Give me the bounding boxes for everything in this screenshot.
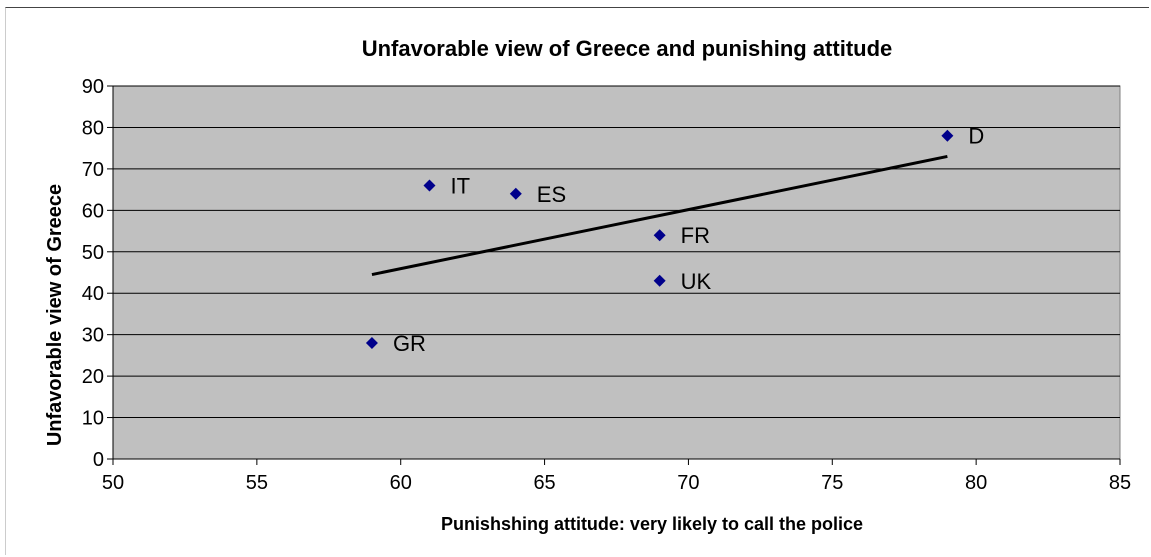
- y-tick-label: 10: [82, 408, 104, 430]
- x-axis-title: Punishshing attitude: very likely to cal…: [441, 514, 863, 534]
- y-tick-label: 20: [82, 366, 104, 388]
- point-label-gr: GR: [393, 331, 426, 356]
- chart-title: Unfavorable view of Greece and punishing…: [362, 36, 893, 61]
- y-tick-label: 50: [82, 242, 104, 264]
- point-label-d: D: [968, 124, 984, 149]
- point-label-it: IT: [450, 173, 470, 198]
- data-point-fr: [653, 229, 666, 242]
- data-point-es: [509, 187, 522, 200]
- data-point-d: [941, 129, 954, 142]
- x-axis-ticks: 50 55 60 65 70 75 80 85: [102, 459, 1131, 494]
- x-tick-label: 60: [390, 472, 412, 494]
- x-tick-label: 70: [677, 472, 699, 494]
- point-label-es: ES: [537, 182, 566, 207]
- y-tick-label: 40: [82, 283, 104, 305]
- x-tick-label: 80: [965, 472, 987, 494]
- y-tick-label: 30: [82, 325, 104, 347]
- y-tick-label: 0: [93, 449, 104, 471]
- grid-lines: [113, 85, 1120, 419]
- y-tick-label: 60: [82, 200, 104, 222]
- point-label-fr: FR: [681, 223, 710, 248]
- x-tick-label: 55: [246, 472, 268, 494]
- y-tick-label: 90: [82, 76, 104, 98]
- point-label-uk: UK: [681, 269, 712, 294]
- plot-area: [112, 85, 1121, 460]
- x-tick-label: 75: [821, 472, 843, 494]
- y-tick-label: 70: [82, 159, 104, 181]
- data-point-uk: [653, 274, 666, 287]
- data-points: GR IT ES FR UK D: [365, 124, 984, 356]
- data-point-it: [423, 179, 436, 192]
- y-axis-ticks: 0 10 20 30 40 50 60 70 80 90: [82, 76, 113, 471]
- x-tick-label: 85: [1109, 472, 1131, 494]
- trendline: [371, 154, 948, 277]
- data-point-gr: [365, 336, 378, 349]
- y-tick-label: 80: [82, 117, 104, 139]
- x-tick-label: 50: [102, 472, 124, 494]
- chart-frame: [5, 7, 1149, 555]
- y-axis-title: Unfavorable view of Greece: [44, 184, 66, 446]
- x-tick-label: 65: [533, 472, 555, 494]
